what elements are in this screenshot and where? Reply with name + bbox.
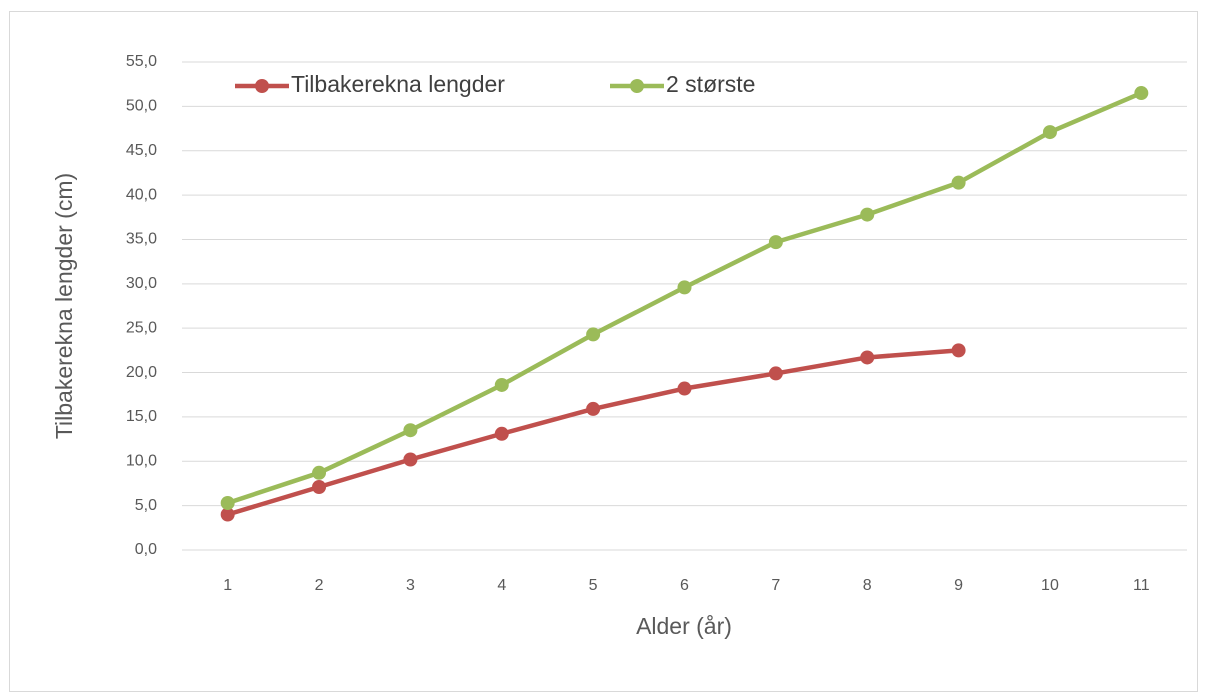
x-tick-label: 5 bbox=[589, 577, 598, 594]
y-axis-title: Tilbakerekna lengder (cm) bbox=[51, 173, 77, 439]
x-tick-label: 8 bbox=[863, 577, 872, 594]
data-point bbox=[951, 343, 966, 358]
data-point bbox=[860, 350, 875, 365]
data-point bbox=[586, 327, 601, 342]
data-point bbox=[494, 426, 509, 441]
data-point bbox=[768, 366, 783, 381]
data-point bbox=[220, 495, 235, 510]
x-tick-label: 6 bbox=[680, 577, 689, 594]
y-tick-label: 55,0 bbox=[126, 53, 157, 70]
y-tick-label: 10,0 bbox=[126, 452, 157, 469]
data-point bbox=[677, 280, 692, 295]
chart-frame bbox=[9, 11, 1198, 692]
x-tick-label: 7 bbox=[771, 577, 780, 594]
x-tick-label: 2 bbox=[315, 577, 324, 594]
y-tick-label: 0,0 bbox=[135, 541, 157, 558]
legend-marker bbox=[255, 79, 269, 93]
x-tick-label: 1 bbox=[223, 577, 232, 594]
y-tick-label: 40,0 bbox=[126, 186, 157, 203]
x-tick-label: 10 bbox=[1041, 577, 1059, 594]
y-tick-label: 15,0 bbox=[126, 408, 157, 425]
y-tick-label: 35,0 bbox=[126, 231, 157, 248]
data-point bbox=[1042, 125, 1057, 140]
data-point bbox=[586, 401, 601, 416]
data-point bbox=[860, 207, 875, 222]
data-point bbox=[403, 452, 418, 467]
y-tick-label: 30,0 bbox=[126, 275, 157, 292]
data-point bbox=[494, 377, 509, 392]
data-point bbox=[677, 381, 692, 396]
data-point bbox=[312, 480, 327, 495]
y-tick-label: 20,0 bbox=[126, 364, 157, 381]
y-tick-label: 5,0 bbox=[135, 497, 157, 514]
data-point bbox=[768, 235, 783, 250]
legend-label: Tilbakerekna lengder bbox=[291, 71, 505, 97]
y-tick-label: 25,0 bbox=[126, 319, 157, 336]
legend-marker bbox=[630, 79, 644, 93]
y-tick-label: 45,0 bbox=[126, 142, 157, 159]
x-tick-label: 11 bbox=[1133, 577, 1150, 594]
data-point bbox=[403, 423, 418, 438]
data-point bbox=[1134, 86, 1149, 101]
x-tick-label: 4 bbox=[497, 577, 506, 594]
data-point bbox=[220, 507, 235, 522]
legend-label: 2 største bbox=[666, 71, 755, 97]
x-tick-label: 9 bbox=[954, 577, 963, 594]
x-tick-label: 3 bbox=[406, 577, 415, 594]
y-tick-label: 50,0 bbox=[126, 98, 157, 115]
data-point bbox=[951, 175, 966, 190]
data-point bbox=[312, 465, 327, 480]
x-axis-title: Alder (år) bbox=[636, 613, 732, 639]
